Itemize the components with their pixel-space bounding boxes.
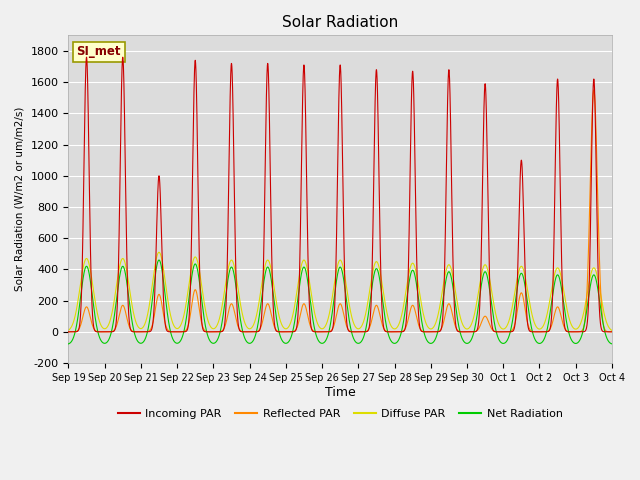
Legend: Incoming PAR, Reflected PAR, Diffuse PAR, Net Radiation: Incoming PAR, Reflected PAR, Diffuse PAR… — [113, 404, 567, 423]
Text: SI_met: SI_met — [77, 45, 121, 58]
X-axis label: Time: Time — [324, 385, 356, 398]
Title: Solar Radiation: Solar Radiation — [282, 15, 398, 30]
Y-axis label: Solar Radiation (W/m2 or um/m2/s): Solar Radiation (W/m2 or um/m2/s) — [15, 107, 25, 291]
